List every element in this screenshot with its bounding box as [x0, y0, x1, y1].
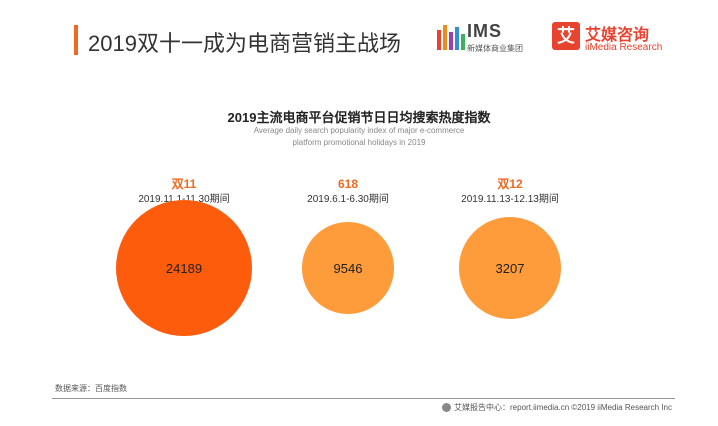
- iimedia-logo: 艾 艾媒咨询 iiMedia Research: [552, 20, 698, 60]
- iimedia-mark-icon: 艾: [552, 22, 580, 50]
- bubble-1: 9546: [302, 222, 394, 314]
- chart-title: 2019主流电商平台促销节日日均搜索热度指数: [227, 110, 491, 125]
- category-label: 双12: [497, 177, 523, 191]
- period-label: 2019.11.1-11.30期间: [84, 192, 284, 207]
- footer-divider: [52, 398, 675, 399]
- period-label: 2019.6.1-6.30期间: [307, 194, 389, 205]
- bubble-0: 24189: [116, 200, 252, 336]
- data-source: 数据来源：百度指数: [55, 384, 127, 393]
- report-center-icon: [442, 403, 452, 412]
- ims-subtitle: 新媒体商业集团: [467, 44, 523, 53]
- title-accent-bar: [74, 25, 78, 55]
- iimedia-english: iiMedia Research: [585, 42, 663, 53]
- bubble-label-2: 双12 2019.11.13-12.13期间: [410, 176, 610, 207]
- chart-subtitle: Average daily search popularity index of…: [253, 126, 465, 147]
- bubble-label-0: 双112019.11.1-11.30期间: [84, 176, 284, 207]
- page-title: 2019双十一成为电商营销主战场: [88, 31, 401, 56]
- period-label: 2019.11.13-12.13期间: [461, 194, 559, 205]
- iimedia-name: 艾媒咨询: [585, 27, 650, 44]
- bubble-label-1: 618 2019.6.1-6.30期间: [248, 176, 448, 207]
- ims-bars-icon: [437, 25, 465, 50]
- category-label: 双11: [171, 177, 197, 191]
- ims-name: IMS: [467, 21, 503, 41]
- footer-text: 艾媒报告中心：report.iimedia.cn ©2019 iiMedia R…: [454, 403, 672, 412]
- ims-logo: IMS 新媒体商业集团: [436, 20, 536, 60]
- category-label: 618: [337, 177, 359, 191]
- bubble-2: 3207: [459, 217, 561, 319]
- footer: 艾媒报告中心：report.iimedia.cn ©2019 iiMedia R…: [442, 402, 672, 413]
